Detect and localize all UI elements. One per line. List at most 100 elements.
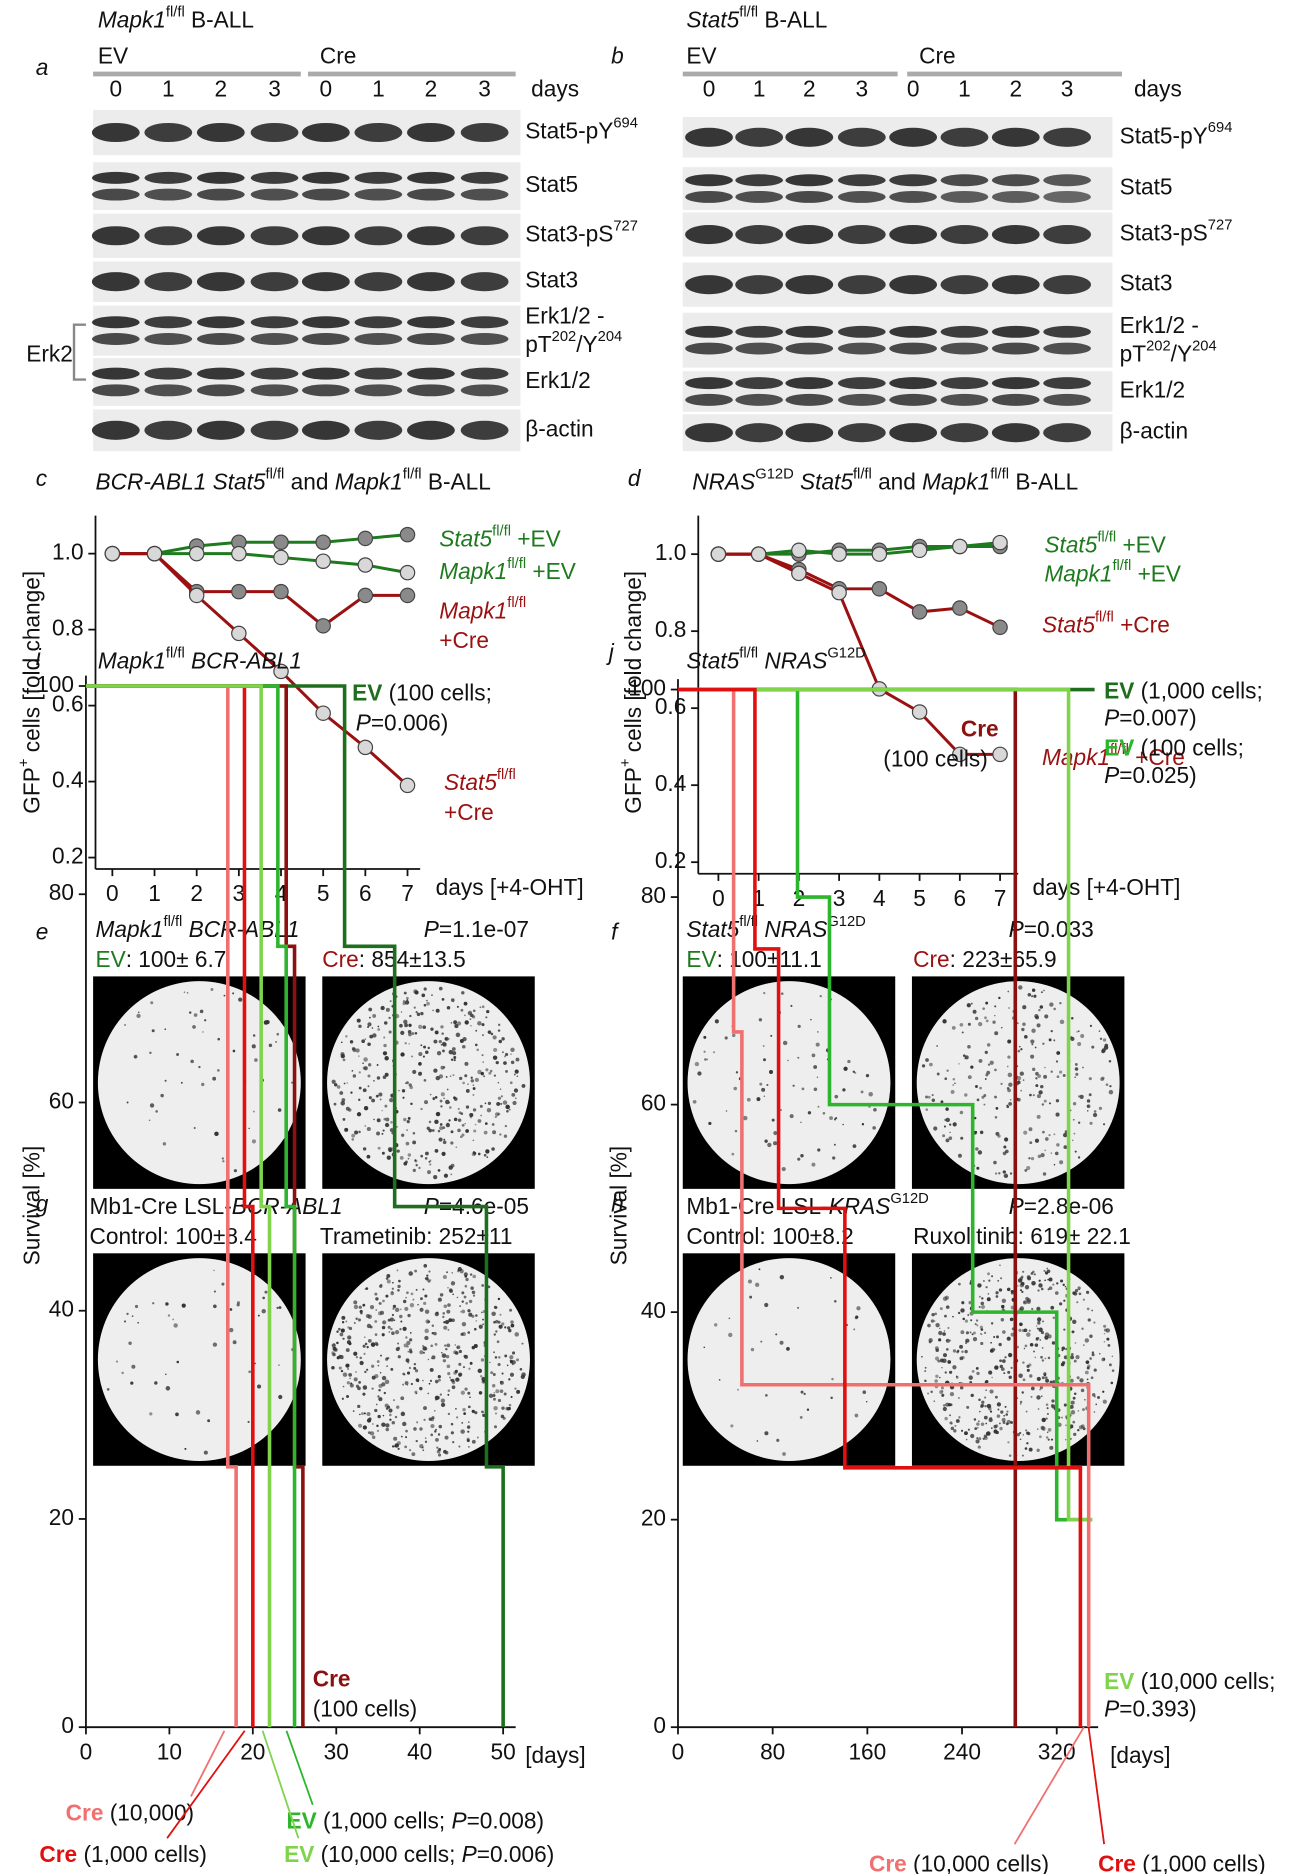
band bbox=[144, 367, 193, 380]
colony bbox=[374, 1292, 378, 1296]
data-point bbox=[750, 546, 767, 562]
colony bbox=[440, 1025, 444, 1029]
colony bbox=[958, 1282, 961, 1286]
colony bbox=[446, 1364, 451, 1369]
colony bbox=[1038, 1283, 1043, 1288]
colony bbox=[975, 1366, 979, 1370]
colony bbox=[472, 1084, 475, 1086]
colony bbox=[485, 1149, 490, 1154]
colony bbox=[433, 1068, 438, 1073]
colony bbox=[516, 1358, 520, 1362]
colony bbox=[366, 1154, 371, 1159]
colony bbox=[1103, 1332, 1106, 1335]
text-part: 727 bbox=[613, 219, 638, 235]
day-label: 3 bbox=[1061, 76, 1074, 102]
text-part: /Y bbox=[1171, 341, 1192, 367]
colony bbox=[1026, 1299, 1031, 1304]
colony bbox=[508, 1328, 512, 1333]
colony bbox=[852, 1144, 857, 1149]
colony bbox=[960, 1330, 965, 1335]
colony bbox=[217, 1069, 220, 1072]
colony bbox=[1055, 1112, 1060, 1117]
colony bbox=[429, 1163, 432, 1166]
colony bbox=[498, 1039, 503, 1044]
data-point bbox=[399, 564, 416, 581]
colony bbox=[998, 1342, 1002, 1347]
colony bbox=[479, 1006, 482, 1009]
colony bbox=[860, 1090, 864, 1094]
band bbox=[1043, 325, 1091, 338]
y-axis-label: Survival [%] bbox=[606, 1146, 632, 1266]
colony bbox=[419, 1350, 424, 1355]
colony bbox=[404, 1445, 408, 1449]
colony bbox=[1036, 1114, 1041, 1119]
colony bbox=[411, 1055, 414, 1058]
y-tick-label: 1.0 bbox=[52, 539, 83, 565]
colony bbox=[423, 1301, 427, 1306]
colony bbox=[1043, 989, 1045, 992]
colony bbox=[181, 1303, 186, 1308]
blot-title: Mapk1fl/fl B-ALL bbox=[98, 4, 254, 32]
colony bbox=[1029, 1374, 1033, 1378]
colony bbox=[421, 993, 426, 998]
band bbox=[940, 174, 989, 187]
colony bbox=[357, 1404, 361, 1409]
colony bbox=[436, 1446, 439, 1449]
colony bbox=[486, 1010, 490, 1014]
colony bbox=[1033, 1350, 1036, 1353]
colony bbox=[813, 1065, 818, 1069]
colony bbox=[386, 1274, 391, 1278]
colony bbox=[1022, 1005, 1027, 1010]
band bbox=[991, 224, 1040, 245]
colony bbox=[165, 1373, 167, 1376]
colony bbox=[495, 1061, 499, 1065]
colony bbox=[441, 1352, 443, 1354]
colony bbox=[434, 1030, 439, 1035]
colony bbox=[1031, 1043, 1034, 1046]
colony bbox=[1093, 1110, 1097, 1113]
y-axis-label: GFP+ cells [fold change] bbox=[16, 571, 44, 814]
colony bbox=[402, 1096, 405, 1099]
text-part: (100 cells; bbox=[382, 680, 492, 706]
colony bbox=[967, 1075, 972, 1080]
x-tick-label: 160 bbox=[848, 1738, 886, 1764]
colony bbox=[214, 1131, 219, 1137]
band bbox=[685, 393, 733, 406]
colony bbox=[469, 1361, 473, 1365]
colony bbox=[353, 1351, 358, 1356]
colony bbox=[979, 1410, 981, 1413]
colony bbox=[278, 1306, 282, 1309]
colony bbox=[405, 996, 409, 1000]
colony bbox=[713, 1051, 715, 1054]
band bbox=[144, 333, 193, 345]
colony bbox=[434, 1149, 439, 1153]
colony bbox=[1004, 1356, 1007, 1359]
colony bbox=[426, 1274, 429, 1277]
colony bbox=[402, 1000, 406, 1003]
colony bbox=[493, 1425, 498, 1429]
x-tick-label: 0 bbox=[672, 1738, 685, 1764]
colony bbox=[391, 1287, 394, 1290]
colony bbox=[465, 1277, 469, 1282]
colony bbox=[945, 1138, 950, 1143]
colony bbox=[418, 1024, 423, 1029]
colony bbox=[388, 1331, 391, 1333]
colony bbox=[951, 1025, 956, 1030]
colony bbox=[954, 1424, 957, 1428]
colony bbox=[362, 1303, 366, 1307]
colony bbox=[367, 1042, 371, 1047]
band bbox=[940, 377, 989, 390]
panel-title: Mb1-Cre LSL-KRASG12D bbox=[686, 1191, 928, 1219]
colony bbox=[350, 1091, 353, 1094]
colony bbox=[275, 1041, 277, 1043]
colony bbox=[506, 1364, 509, 1367]
text-part: Stat3 bbox=[1120, 270, 1173, 296]
colony bbox=[1037, 1337, 1040, 1339]
band bbox=[144, 171, 193, 184]
colony bbox=[332, 1346, 337, 1351]
colony bbox=[374, 1408, 378, 1413]
day-label: 0 bbox=[703, 76, 716, 102]
colony bbox=[927, 1323, 931, 1328]
colony bbox=[401, 1089, 406, 1093]
colony bbox=[400, 1011, 403, 1013]
